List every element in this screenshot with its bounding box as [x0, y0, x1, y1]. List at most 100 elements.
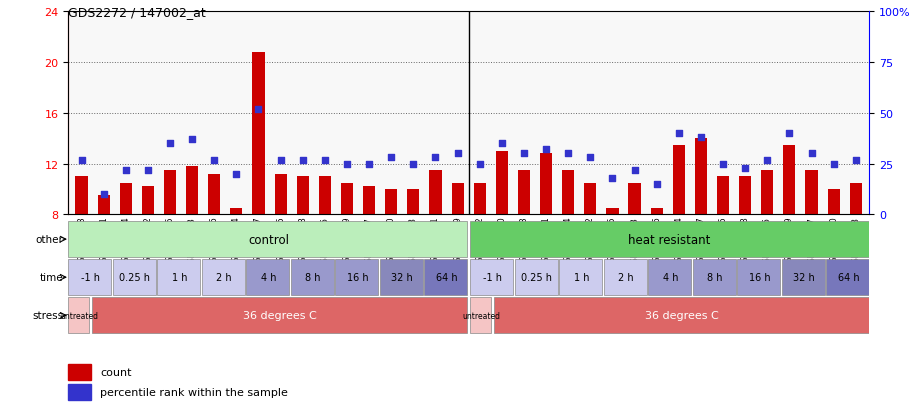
Bar	[68, 384, 91, 400]
Bar	[113, 260, 156, 295]
Text: count: count	[100, 367, 132, 377]
Point	[251, 106, 266, 113]
Bar	[494, 298, 869, 333]
Bar	[379, 260, 422, 295]
Point	[318, 157, 332, 164]
Text: -1 h: -1 h	[483, 273, 502, 282]
Text: 0.25 h: 0.25 h	[119, 273, 150, 282]
Point	[583, 155, 598, 161]
Text: control: control	[248, 233, 289, 246]
Text: 36 degrees C: 36 degrees C	[644, 311, 719, 320]
Point	[517, 151, 531, 157]
Bar	[515, 260, 558, 295]
Bar	[672, 145, 685, 215]
Bar	[68, 298, 89, 333]
Bar	[629, 183, 641, 215]
Text: 4 h: 4 h	[662, 273, 678, 282]
Point	[693, 135, 708, 141]
Text: 2 h: 2 h	[217, 273, 232, 282]
Point	[650, 181, 664, 188]
Bar	[761, 171, 774, 215]
Bar	[470, 298, 490, 333]
Bar	[297, 177, 308, 215]
Bar	[363, 187, 375, 215]
Text: stress: stress	[33, 311, 64, 320]
Bar	[693, 260, 735, 295]
Point	[75, 157, 89, 164]
Point	[96, 191, 111, 198]
Text: 4 h: 4 h	[260, 273, 277, 282]
Text: -1 h: -1 h	[81, 273, 100, 282]
Text: 32 h: 32 h	[391, 273, 413, 282]
Text: 64 h: 64 h	[837, 273, 859, 282]
Bar	[737, 260, 780, 295]
Bar	[68, 364, 91, 380]
Text: time: time	[40, 273, 64, 282]
Bar	[496, 152, 508, 215]
Bar	[826, 260, 869, 295]
Bar	[603, 260, 647, 295]
Bar	[424, 260, 467, 295]
Bar	[68, 260, 111, 295]
Bar	[584, 183, 596, 215]
Point	[362, 161, 377, 168]
Bar	[560, 260, 602, 295]
Text: 16 h: 16 h	[749, 273, 770, 282]
Text: 32 h: 32 h	[793, 273, 814, 282]
Text: untreated: untreated	[60, 311, 98, 320]
Bar	[275, 174, 287, 215]
Bar	[651, 209, 662, 215]
Bar	[739, 177, 752, 215]
Bar	[827, 190, 840, 215]
Point	[118, 167, 133, 173]
Point	[848, 157, 863, 164]
Bar	[92, 298, 467, 333]
Bar	[451, 183, 464, 215]
Text: 0.25 h: 0.25 h	[521, 273, 552, 282]
Bar	[247, 260, 289, 295]
Text: 2 h: 2 h	[618, 273, 633, 282]
Point	[539, 147, 553, 153]
Point	[826, 161, 841, 168]
Point	[627, 167, 642, 173]
Bar	[518, 171, 530, 215]
Point	[494, 140, 509, 147]
Bar	[648, 260, 691, 295]
Bar	[717, 177, 729, 215]
Point	[207, 157, 221, 164]
Point	[782, 131, 796, 137]
Bar	[385, 190, 398, 215]
Bar	[230, 209, 242, 215]
Bar	[76, 177, 87, 215]
Point	[429, 155, 443, 161]
Point	[738, 165, 753, 171]
Bar	[335, 260, 378, 295]
Bar	[186, 167, 198, 215]
Bar	[784, 145, 795, 215]
Bar	[470, 260, 513, 295]
Bar	[473, 183, 486, 215]
Point	[804, 151, 819, 157]
Bar	[318, 177, 331, 215]
Text: 36 degrees C: 36 degrees C	[243, 311, 317, 320]
Bar	[157, 260, 200, 295]
Bar	[540, 154, 552, 215]
Text: heat resistant: heat resistant	[628, 233, 710, 246]
Bar	[562, 171, 574, 215]
Point	[296, 157, 310, 164]
Text: 8 h: 8 h	[707, 273, 723, 282]
Point	[229, 171, 244, 178]
Point	[141, 167, 156, 173]
Bar	[202, 260, 245, 295]
Text: 64 h: 64 h	[436, 273, 457, 282]
Bar	[805, 171, 817, 215]
Text: percentile rank within the sample: percentile rank within the sample	[100, 387, 288, 397]
Text: GDS2272 / 147002_at: GDS2272 / 147002_at	[68, 6, 206, 19]
Point	[163, 140, 177, 147]
Text: untreated: untreated	[462, 311, 501, 320]
Text: 16 h: 16 h	[347, 273, 369, 282]
Bar	[142, 187, 154, 215]
Bar	[341, 183, 353, 215]
Bar	[606, 209, 619, 215]
Bar	[252, 53, 265, 215]
